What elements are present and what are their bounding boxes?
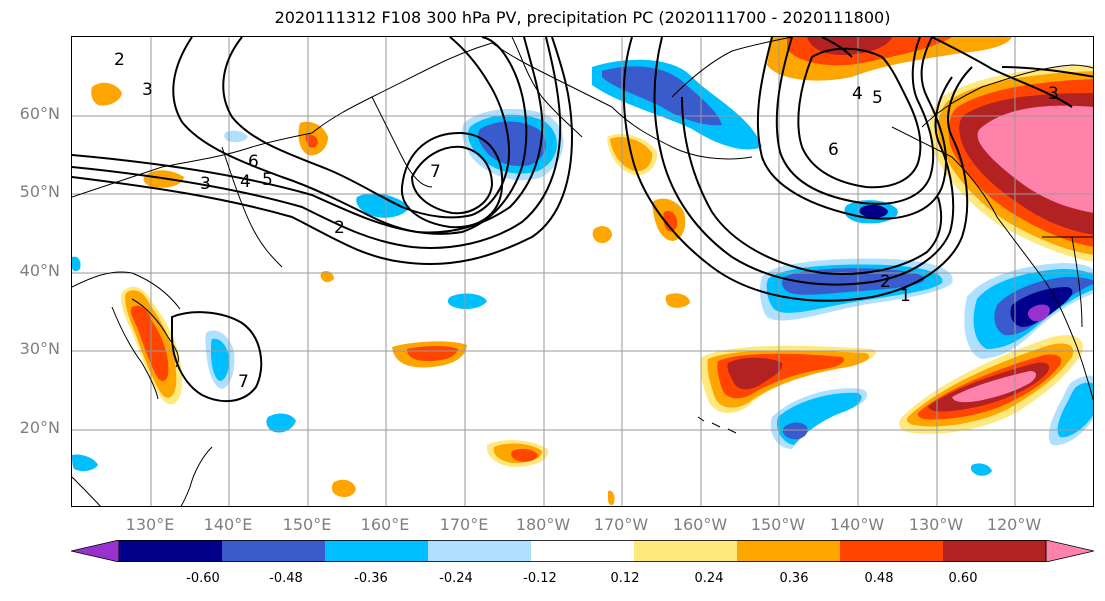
colorbar-segment [428, 540, 532, 562]
lon-label: 180°W [515, 515, 571, 534]
contour-label: 4 [852, 84, 863, 104]
contour-label: 2 [880, 272, 891, 292]
lon-label: 120°W [986, 515, 1042, 534]
precip-blob [1027, 304, 1050, 322]
colorbar-tick: 0.60 [948, 571, 978, 586]
colorbar-segment [531, 540, 635, 562]
contour-label: 3 [142, 80, 153, 100]
precip-blob [211, 338, 230, 381]
colorbar-segment [325, 540, 429, 562]
lon-label: 140°W [829, 515, 885, 534]
lat-label: 40°N [19, 261, 60, 280]
lat-label: 50°N [19, 182, 60, 201]
contour-label: 3 [200, 174, 211, 194]
colorbar-extension-low [71, 540, 120, 562]
colorbar-segment [119, 540, 223, 562]
colorbar-tick: 0.24 [694, 571, 724, 586]
colorbar-tick: -0.24 [439, 571, 473, 586]
lon-label: 130°W [908, 515, 964, 534]
map-plot-area: 2 3 6 5 4 3 2 7 7 6 5 4 3 2 1 [71, 36, 1094, 507]
colorbar-segment [634, 540, 738, 562]
lat-label: 30°N [19, 339, 60, 358]
contour-label: 6 [828, 140, 839, 160]
precip-blob [477, 121, 546, 167]
precip-blob [1057, 382, 1093, 438]
lat-label: 60°N [19, 104, 60, 123]
contour-label: 1 [900, 286, 911, 306]
precip-blob [608, 490, 615, 506]
lon-label: 150°W [750, 515, 806, 534]
precipitation-shading [72, 37, 1093, 506]
contour-labels: 2 3 6 5 4 3 2 7 7 6 5 4 3 2 1 [114, 50, 1059, 392]
lon-label: 150°E [282, 515, 332, 534]
precip-blob [782, 268, 925, 295]
precip-blob [663, 211, 678, 232]
colorbar-tick: -0.48 [269, 571, 303, 586]
lon-label: 160°E [360, 515, 410, 534]
precip-blob [130, 305, 169, 381]
precip-blob [72, 454, 98, 472]
lon-label: 130°E [125, 515, 175, 534]
coastlines [72, 37, 1093, 506]
graticule [72, 37, 1093, 506]
map-canvas: 2 3 6 5 4 3 2 7 7 6 5 4 3 2 1 [72, 37, 1093, 506]
contour-label: 2 [114, 50, 125, 70]
contour-label: 4 [240, 172, 251, 192]
colorbar-tick: -0.60 [186, 571, 220, 586]
precip-blob [331, 479, 356, 497]
lon-label: 160°W [672, 515, 728, 534]
precip-blob [602, 66, 722, 126]
precip-blob [782, 422, 808, 440]
precip-blob [305, 134, 318, 148]
precip-blob [266, 413, 296, 433]
lat-label: 20°N [19, 418, 60, 437]
precip-blob [665, 293, 690, 308]
contour-label: 5 [262, 170, 273, 190]
precip-blob [727, 357, 783, 390]
contour-label: 3 [1048, 84, 1059, 104]
lon-label: 170°W [593, 515, 649, 534]
lon-label: 140°E [203, 515, 253, 534]
colorbar-extension-high [1045, 540, 1094, 562]
contour-label: 7 [430, 162, 441, 182]
map-title: 2020111312 F108 300 hPa PV, precipitatio… [274, 8, 891, 27]
pv-contours [72, 37, 1093, 403]
precip-blob [859, 204, 888, 218]
colorbar-segment [737, 540, 841, 562]
contour-label: 5 [872, 88, 883, 108]
colorbar-tick: 0.48 [864, 571, 894, 586]
precip-blob [970, 463, 992, 476]
precip-blob [320, 270, 334, 282]
precip-blob [511, 448, 538, 462]
precip-blob [91, 82, 122, 106]
precip-blob [592, 226, 612, 243]
colorbar [71, 540, 1094, 562]
precip-blob [356, 193, 410, 218]
contour-label: 6 [248, 152, 259, 172]
colorbar-segment [840, 540, 944, 562]
contour-label: 2 [334, 218, 345, 238]
precip-blob [72, 256, 81, 272]
colorbar-frame [118, 540, 1047, 562]
contour-label: 7 [238, 372, 249, 392]
colorbar-tick: -0.36 [354, 571, 388, 586]
lon-label: 170°E [439, 515, 489, 534]
precip-blob [977, 105, 1093, 213]
colorbar-tick: -0.12 [523, 571, 557, 586]
colorbar-tick: 0.36 [779, 571, 809, 586]
precip-blob [447, 293, 487, 309]
colorbar-segment [943, 540, 1047, 562]
precip-blob [407, 346, 458, 361]
colorbar-segment [222, 540, 326, 562]
precip-blob [224, 130, 248, 143]
colorbar-tick: 0.12 [610, 571, 640, 586]
